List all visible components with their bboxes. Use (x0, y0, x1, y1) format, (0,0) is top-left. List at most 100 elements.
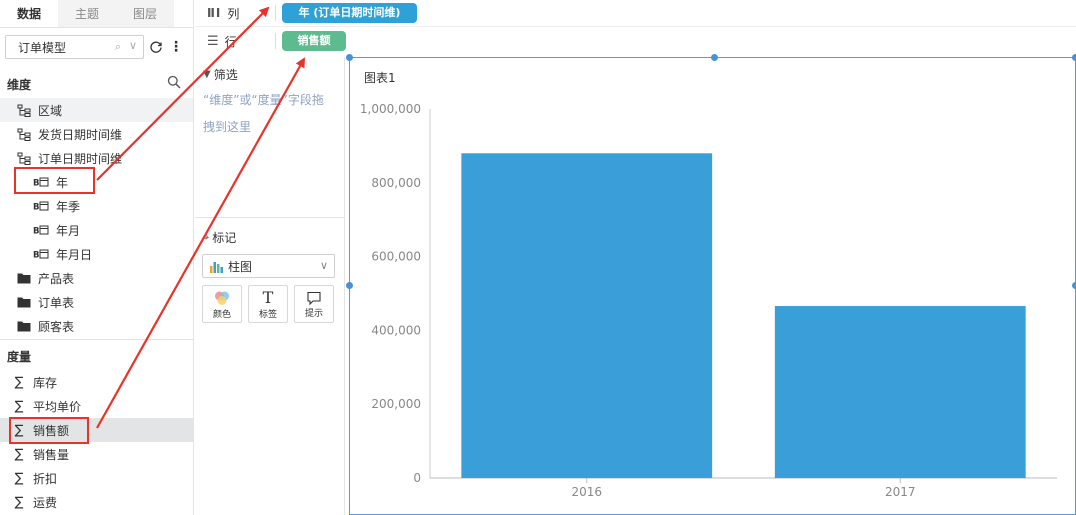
measure-item[interactable]: ∑ 平均单价 (0, 394, 193, 418)
chart-type-select[interactable]: 柱图 ∨ (202, 254, 335, 278)
dimension-item[interactable]: B 年月 (0, 218, 193, 242)
tooltip-button[interactable]: 提示 (294, 285, 334, 323)
model-select-value: 订单模型 (18, 40, 67, 55)
folder-icon (17, 321, 31, 332)
dimension-item-label: 年月日 (56, 247, 93, 262)
dimension-item[interactable]: 区域 (0, 98, 193, 122)
measure-item[interactable]: ∑ 销售额 (0, 418, 193, 442)
bar-chart-icon (210, 261, 223, 273)
hierarchy-icon (17, 152, 31, 165)
dimension-item-label: 发货日期时间维 (38, 127, 123, 142)
measure-item[interactable]: ∑ 折扣 (0, 466, 193, 490)
tab-data[interactable]: 数据 (0, 0, 58, 27)
y-tick-label: 200,000 (371, 397, 421, 411)
shelves: ⅡⅠ 列 年 (订单日期时间维) ☰ 行 销售额 (195, 0, 1076, 56)
y-tick-label: 800,000 (371, 176, 421, 190)
resize-handle[interactable] (1072, 54, 1076, 61)
label-button[interactable]: T 标签 (248, 285, 288, 323)
calendar-field-icon: B (33, 249, 49, 259)
chart-canvas[interactable]: 图表1 0 200,000 400,000 600,000 800,000 1,000,0… (346, 54, 1076, 515)
resize-handle[interactable] (1072, 282, 1076, 289)
tooltip-button-label: 提示 (304, 308, 323, 319)
measure-item[interactable]: ∑ 库存 (0, 370, 193, 394)
columns-label-text: 列 (227, 6, 240, 21)
dimension-item[interactable]: 产品表 (0, 266, 193, 290)
chart-bar[interactable] (461, 153, 713, 478)
tab-layers[interactable]: 图层 (116, 0, 174, 27)
y-tick-label: 0 (413, 471, 421, 485)
columns-shelf-label: ⅡⅠ 列 (207, 5, 239, 22)
data-panel: 数据 主题 图层 订单模型 ⌕ ∨ ⋮ 维度 区域 发货日期时间维 订单日期时间维 B… (0, 0, 194, 515)
dimension-item[interactable]: B 年季 (0, 194, 193, 218)
y-tick-label: 600,000 (371, 250, 421, 264)
resize-handle[interactable] (346, 54, 353, 61)
dimension-item-label: 产品表 (38, 271, 75, 286)
shelf-separator (275, 5, 276, 21)
dimension-item[interactable]: B 年月日 (0, 242, 193, 266)
filter-title-text: 筛选 (213, 68, 238, 82)
measure-item-label: 库存 (33, 375, 58, 390)
dimension-search-icon[interactable] (167, 75, 181, 89)
svg-text:B: B (33, 203, 39, 212)
resize-handle[interactable] (711, 54, 718, 61)
sigma-icon: ∑ (14, 494, 24, 510)
measures-title: 度量 (7, 350, 32, 364)
folder-icon (17, 297, 31, 308)
filter-drop-zone[interactable]: “维度”或“度量”字段拖拽到这里 (203, 93, 324, 134)
dimension-item[interactable]: 发货日期时间维 (0, 122, 193, 146)
model-select[interactable]: 订单模型 ⌕ ∨ (5, 35, 144, 59)
calendar-field-icon: B (33, 201, 49, 211)
dimension-item-label: 订单表 (38, 295, 75, 310)
measure-item-label: 折扣 (33, 471, 58, 486)
refresh-icon[interactable] (149, 40, 163, 54)
chart-bar[interactable] (774, 306, 1026, 478)
tooltip-icon (307, 291, 321, 305)
color-button-label: 颜色 (212, 309, 231, 320)
rows-icon: ☰ (207, 33, 219, 49)
measure-item-label: 平均单价 (33, 399, 82, 414)
calendar-field-icon: B (33, 177, 49, 187)
tab-theme[interactable]: 主题 (58, 0, 116, 27)
sigma-icon: ∑ (14, 470, 24, 486)
chevron-down-icon[interactable]: ∨ (128, 39, 137, 52)
text-icon: T (262, 287, 274, 307)
marks-title-text: 标记 (212, 231, 237, 245)
sigma-icon: ∑ (14, 374, 24, 390)
y-tick-label: 1,000,000 (360, 102, 421, 116)
section-divider (195, 217, 345, 218)
panel-tabs: 数据 主题 图层 (0, 0, 193, 28)
dimension-item-label: 顾客表 (38, 319, 75, 334)
shelf-divider (195, 26, 1076, 27)
measure-item[interactable]: ∑ 销售量 (0, 442, 193, 466)
x-tick-label: 2016 (571, 485, 602, 499)
rows-pill[interactable]: 销售额 (282, 31, 346, 51)
dimension-item[interactable]: 顾客表 (0, 314, 193, 338)
resize-handle[interactable] (346, 282, 353, 289)
rows-shelf[interactable]: ☰ 行 销售额 (195, 28, 1076, 54)
y-tick-label: 400,000 (371, 323, 421, 337)
hierarchy-icon (17, 104, 31, 117)
color-button[interactable]: 颜色 (202, 285, 242, 323)
more-vertical-icon[interactable]: ⋮ (169, 39, 183, 55)
hierarchy-icon (17, 128, 31, 141)
dimension-item-label: 区域 (38, 103, 63, 118)
sigma-icon: ∑ (14, 446, 24, 462)
dimension-item[interactable]: 订单表 (0, 290, 193, 314)
measure-item[interactable]: ∑ 运费 (0, 490, 193, 514)
dimension-item-label: 年 (56, 175, 69, 190)
measure-item-label: 运费 (33, 495, 58, 510)
marks-title: ⌖ 标记 (203, 229, 236, 246)
bar-chart: 0 200,000 400,000 600,000 800,000 1,000,000 20… (360, 102, 1057, 499)
rows-shelf-label: ☰ 行 (207, 33, 237, 50)
search-icon[interactable]: ⌕ (114, 40, 121, 53)
calendar-field-icon: B (33, 225, 49, 235)
columns-pill[interactable]: 年 (订单日期时间维) (282, 3, 417, 23)
config-panel: ▼ 筛选 “维度”或“度量”字段拖拽到这里 ⌖ 标记 柱图 ∨ 颜 (195, 57, 345, 515)
filter-title: ▼ 筛选 (203, 66, 238, 83)
model-row: 订单模型 ⌕ ∨ ⋮ (5, 35, 191, 59)
dimension-item[interactable]: 订单日期时间维 (0, 146, 193, 170)
columns-shelf[interactable]: ⅡⅠ 列 年 (订单日期时间维) (195, 0, 1076, 26)
filter-icon: ▼ (203, 69, 211, 80)
pin-icon: ⌖ (203, 230, 210, 244)
